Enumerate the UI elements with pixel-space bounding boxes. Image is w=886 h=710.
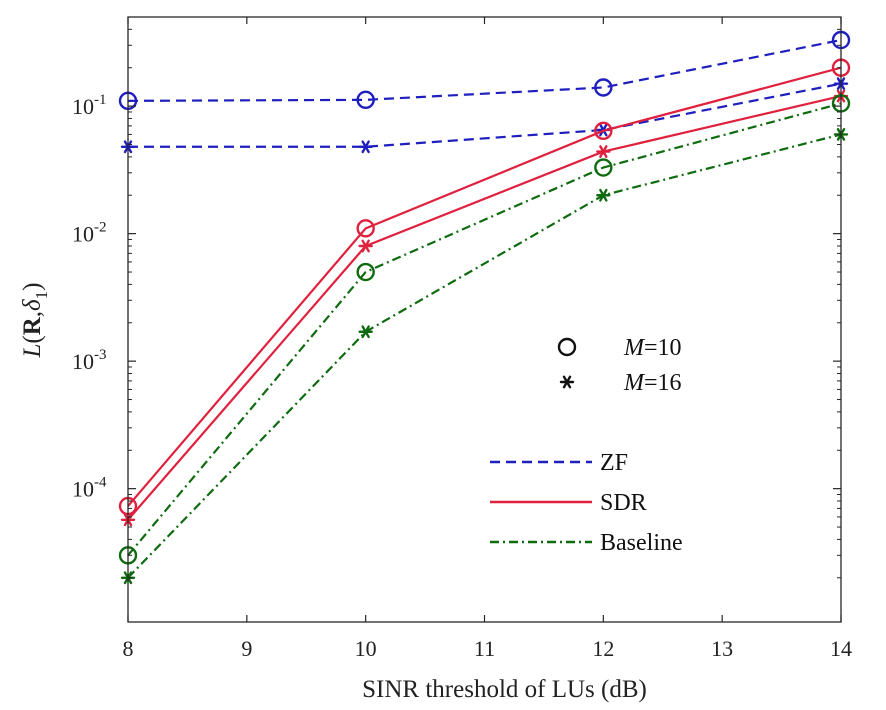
series-line [127, 133, 842, 579]
legend-line-label: SDR [600, 490, 647, 516]
x-tick-label: 9 [241, 636, 252, 661]
legend-marker-label: M=10 [623, 335, 682, 361]
legend-line-entry: ZF [490, 450, 628, 476]
data-point [358, 140, 373, 154]
star-marker-icon [559, 375, 575, 389]
series-line [128, 82, 842, 148]
legend-line-label: Baseline [600, 530, 683, 556]
star-stroke [361, 140, 370, 154]
data-point [596, 188, 611, 202]
series-line [127, 102, 842, 557]
data-point [356, 90, 375, 110]
star-stroke [361, 239, 370, 253]
y-tick-label: 10-3 [72, 347, 107, 374]
series-sdr-m-10 [118, 58, 851, 516]
legend-line-entry: Baseline [490, 530, 683, 556]
series-baseline-m-16 [120, 128, 849, 585]
legend-marker-entry: M=10 [557, 335, 682, 361]
y-tick-label: 10-4 [72, 475, 107, 502]
data-point [358, 239, 373, 253]
data-point [594, 78, 613, 97]
series-sdr-m-16 [120, 89, 849, 527]
data-point [358, 325, 373, 339]
x-tick-label: 12 [592, 636, 614, 661]
star-stroke [599, 145, 608, 158]
x-axis-label: SINR threshold of LUs (dB) [362, 676, 647, 703]
data-point [594, 121, 613, 141]
series-line [127, 66, 842, 507]
legend-marker-label: M=16 [623, 370, 682, 396]
series-line [127, 38, 842, 102]
data-point [594, 158, 613, 177]
plot-layer [118, 30, 851, 585]
x-tick-label: 14 [830, 636, 852, 661]
x-tick-label: 11 [474, 636, 495, 661]
x-tick-label: 13 [711, 636, 733, 661]
data-point [596, 145, 611, 158]
series-line [127, 94, 842, 521]
axes-layer: 8 9 10 11 12 13 14 10-1 10-2 10-3 10-4 SINR thresho… [19, 16, 852, 703]
legend: M=10 M=16 ZF SDR Baseline [490, 335, 683, 556]
legend-marker-entry: M=16 [559, 370, 682, 396]
y-axis-label: L(R,δ1) [19, 283, 51, 359]
x-tick-label: 10 [355, 636, 377, 661]
series-baseline-m-10 [118, 94, 851, 565]
x-tick-label: 8 [123, 636, 134, 661]
circle-marker-icon [557, 337, 577, 357]
series-zf-m-10 [118, 30, 851, 111]
series-zf-m-16 [120, 77, 849, 154]
plot-frame [127, 16, 842, 623]
data-point [356, 262, 375, 282]
legend-line-label: ZF [600, 450, 628, 476]
y-tick-label: 10-1 [72, 92, 107, 119]
star-stroke [361, 325, 370, 339]
legend-line-entry: SDR [490, 490, 647, 516]
star-stroke [599, 188, 608, 202]
y-tick-label: 10-2 [72, 220, 107, 247]
data-point [356, 219, 375, 238]
star-stroke [562, 375, 572, 389]
